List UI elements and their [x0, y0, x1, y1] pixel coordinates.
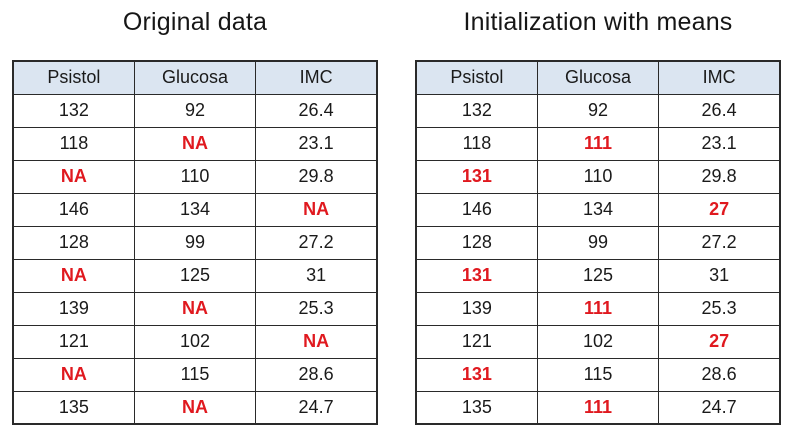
- table-row: 118 NA 23.1: [12, 126, 378, 161]
- highlighted-cell: 111: [536, 291, 660, 326]
- data-cell: 92: [133, 93, 257, 128]
- data-cell: 99: [536, 225, 660, 260]
- data-cell: 29.8: [658, 159, 781, 194]
- means-initialization-title: Initialization with means: [463, 8, 733, 36]
- highlighted-cell: NA: [133, 126, 257, 161]
- table-row: 128 99 27.2: [12, 225, 378, 260]
- data-cell: 115: [133, 357, 257, 392]
- table-row: 135 NA 24.7: [12, 390, 378, 425]
- data-cell: 118: [12, 126, 135, 161]
- data-cell: 135: [415, 390, 538, 425]
- original-data-panel: Original data Psistol Glucosa IMC 132 92 26.…: [12, 6, 378, 442]
- data-cell: 125: [536, 258, 660, 293]
- means-initialization-table-body: 132 92 26.4 118 111 23.1 131 110 29.8 146 134 27 128…: [415, 93, 781, 425]
- data-cell: 28.6: [658, 357, 781, 392]
- highlighted-cell: NA: [12, 159, 135, 194]
- column-header: Psistol: [415, 60, 538, 95]
- original-data-title: Original data: [122, 8, 268, 36]
- table-row: 135 111 24.7: [415, 390, 781, 425]
- table-row: 121 102 27: [415, 324, 781, 359]
- table-row: NA 115 28.6: [12, 357, 378, 392]
- column-header: IMC: [658, 60, 781, 95]
- highlighted-cell: NA: [133, 390, 257, 425]
- data-cell: 26.4: [255, 93, 378, 128]
- data-cell: 24.7: [255, 390, 378, 425]
- data-cell: 26.4: [658, 93, 781, 128]
- table-row: 146 134 27: [415, 192, 781, 227]
- table-row: 139 111 25.3: [415, 291, 781, 326]
- data-cell: 134: [536, 192, 660, 227]
- data-cell: 121: [415, 324, 538, 359]
- data-cell: 135: [12, 390, 135, 425]
- column-header: Glucosa: [133, 60, 257, 95]
- table-row: 132 92 26.4: [415, 93, 781, 128]
- table-row: 131 125 31: [415, 258, 781, 293]
- data-cell: 132: [12, 93, 135, 128]
- highlighted-cell: NA: [133, 291, 257, 326]
- data-cell: 24.7: [658, 390, 781, 425]
- data-cell: 128: [12, 225, 135, 260]
- data-cell: 31: [658, 258, 781, 293]
- data-cell: 99: [133, 225, 257, 260]
- table-row: 131 115 28.6: [415, 357, 781, 392]
- data-cell: 25.3: [255, 291, 378, 326]
- means-initialization-panel: Initialization with means Psistol Glucosa…: [415, 6, 781, 442]
- table-row: 121 102 NA: [12, 324, 378, 359]
- data-cell: 102: [133, 324, 257, 359]
- table-row: 128 99 27.2: [415, 225, 781, 260]
- data-cell: 25.3: [658, 291, 781, 326]
- highlighted-cell: 111: [536, 390, 660, 425]
- data-cell: 125: [133, 258, 257, 293]
- table-row: 139 NA 25.3: [12, 291, 378, 326]
- means-initialization-table-head: Psistol Glucosa IMC: [415, 60, 781, 95]
- data-cell: 118: [415, 126, 538, 161]
- highlighted-cell: NA: [255, 324, 378, 359]
- data-cell: 27.2: [658, 225, 781, 260]
- means-initialization-table: Psistol Glucosa IMC 132 92 26.4 118 111 23.1 131…: [415, 60, 781, 425]
- data-cell: 28.6: [255, 357, 378, 392]
- original-data-table: Psistol Glucosa IMC 132 92 26.4 118 NA 23.1 NA 11…: [12, 60, 378, 425]
- data-cell: 139: [12, 291, 135, 326]
- data-cell: 146: [12, 192, 135, 227]
- highlighted-cell: NA: [12, 357, 135, 392]
- data-cell: 110: [536, 159, 660, 194]
- data-cell: 139: [415, 291, 538, 326]
- table-row: 132 92 26.4: [12, 93, 378, 128]
- data-cell: 29.8: [255, 159, 378, 194]
- data-cell: 110: [133, 159, 257, 194]
- table-row: 146 134 NA: [12, 192, 378, 227]
- highlighted-cell: NA: [12, 258, 135, 293]
- table-row: 118 111 23.1: [415, 126, 781, 161]
- table-row: 131 110 29.8: [415, 159, 781, 194]
- table-row: NA 110 29.8: [12, 159, 378, 194]
- header-row: Psistol Glucosa IMC: [12, 60, 378, 95]
- table-row: NA 125 31: [12, 258, 378, 293]
- highlighted-cell: 131: [415, 357, 538, 392]
- data-cell: 27.2: [255, 225, 378, 260]
- original-data-table-body: 132 92 26.4 118 NA 23.1 NA 110 29.8 146 134 NA 128 99…: [12, 93, 378, 425]
- column-header: Glucosa: [536, 60, 660, 95]
- data-cell: 146: [415, 192, 538, 227]
- highlighted-cell: 131: [415, 258, 538, 293]
- data-cell: 115: [536, 357, 660, 392]
- data-cell: 23.1: [255, 126, 378, 161]
- highlighted-cell: NA: [255, 192, 378, 227]
- data-cell: 31: [255, 258, 378, 293]
- header-row: Psistol Glucosa IMC: [415, 60, 781, 95]
- data-cell: 92: [536, 93, 660, 128]
- original-data-table-head: Psistol Glucosa IMC: [12, 60, 378, 95]
- data-cell: 132: [415, 93, 538, 128]
- data-cell: 134: [133, 192, 257, 227]
- column-header: Psistol: [12, 60, 135, 95]
- data-cell: 102: [536, 324, 660, 359]
- column-header: IMC: [255, 60, 378, 95]
- highlighted-cell: 131: [415, 159, 538, 194]
- data-cell: 128: [415, 225, 538, 260]
- highlighted-cell: 27: [658, 324, 781, 359]
- data-cell: 121: [12, 324, 135, 359]
- highlighted-cell: 27: [658, 192, 781, 227]
- highlighted-cell: 111: [536, 126, 660, 161]
- data-cell: 23.1: [658, 126, 781, 161]
